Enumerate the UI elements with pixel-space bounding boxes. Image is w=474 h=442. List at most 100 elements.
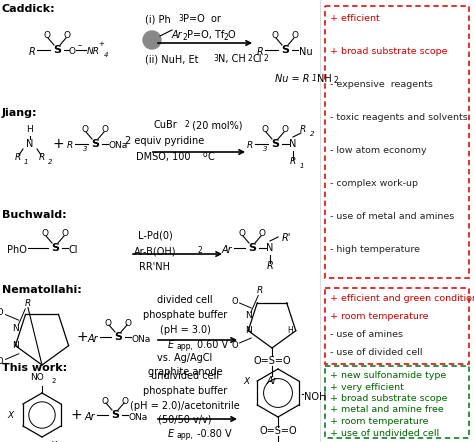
Text: O: O bbox=[44, 31, 51, 41]
Bar bbox=[325, 6, 469, 278]
Text: O: O bbox=[64, 31, 71, 41]
Text: R: R bbox=[67, 141, 73, 150]
Text: - use of metal and amines: - use of metal and amines bbox=[330, 212, 454, 221]
Text: N: N bbox=[12, 341, 19, 350]
Text: X: X bbox=[50, 441, 56, 442]
Text: - low atom economy: - low atom economy bbox=[330, 146, 427, 155]
Text: (50/50 v/v): (50/50 v/v) bbox=[158, 415, 212, 425]
Text: R': R' bbox=[282, 233, 292, 243]
Text: R: R bbox=[39, 153, 45, 163]
Text: E: E bbox=[168, 429, 174, 439]
Text: O: O bbox=[262, 126, 268, 134]
Text: O: O bbox=[272, 31, 279, 41]
Text: + room temperature: + room temperature bbox=[330, 312, 428, 321]
Text: O: O bbox=[0, 308, 3, 317]
Text: L-Pd(0): L-Pd(0) bbox=[137, 230, 173, 240]
Text: Ar-B(OH): Ar-B(OH) bbox=[134, 246, 176, 256]
Text: Ar: Ar bbox=[172, 30, 182, 40]
Text: S: S bbox=[53, 45, 61, 55]
Text: This work:: This work: bbox=[2, 363, 67, 373]
Text: O: O bbox=[292, 31, 299, 41]
Text: NOH: NOH bbox=[304, 392, 327, 402]
Text: app,: app, bbox=[177, 342, 194, 351]
Text: 4: 4 bbox=[104, 52, 109, 58]
Text: P=O  or: P=O or bbox=[183, 14, 221, 24]
Text: N, CH: N, CH bbox=[218, 54, 246, 64]
Text: NR: NR bbox=[87, 47, 100, 57]
Text: - complex work-up: - complex work-up bbox=[330, 179, 418, 188]
Text: O: O bbox=[62, 229, 69, 239]
Text: -0.80 V: -0.80 V bbox=[197, 429, 232, 439]
Text: Ar: Ar bbox=[221, 245, 232, 255]
Text: Ar: Ar bbox=[84, 412, 95, 422]
Text: 2: 2 bbox=[183, 33, 188, 42]
Text: +: + bbox=[76, 330, 88, 344]
Text: NO: NO bbox=[30, 373, 44, 381]
Text: N: N bbox=[12, 324, 19, 333]
Text: DMSO, 100: DMSO, 100 bbox=[136, 152, 194, 162]
Text: 2: 2 bbox=[334, 76, 339, 85]
Text: 1: 1 bbox=[24, 159, 28, 165]
Text: - high temperature: - high temperature bbox=[330, 245, 420, 254]
Text: O: O bbox=[121, 396, 128, 405]
Text: O: O bbox=[69, 47, 75, 57]
Text: O=S=O: O=S=O bbox=[259, 427, 297, 436]
Text: 1: 1 bbox=[312, 74, 317, 83]
Text: O: O bbox=[104, 319, 111, 328]
Text: X: X bbox=[244, 377, 250, 385]
Text: - expensive  reagents: - expensive reagents bbox=[330, 80, 433, 89]
Text: (pH = 2.0)/acetonitrile: (pH = 2.0)/acetonitrile bbox=[130, 401, 240, 411]
Text: 2: 2 bbox=[310, 131, 315, 137]
Text: N: N bbox=[266, 243, 273, 253]
Text: phosphate buffer: phosphate buffer bbox=[143, 310, 227, 320]
Text: S: S bbox=[114, 332, 122, 342]
Text: Caddick:: Caddick: bbox=[2, 4, 55, 14]
Text: 2: 2 bbox=[198, 246, 203, 255]
Text: Buchwald:: Buchwald: bbox=[2, 210, 67, 220]
Text: app,: app, bbox=[177, 431, 194, 440]
Text: Ar: Ar bbox=[267, 376, 277, 385]
Text: +: + bbox=[98, 41, 104, 47]
Text: phosphate buffer: phosphate buffer bbox=[143, 386, 227, 396]
Text: R: R bbox=[300, 126, 306, 134]
Text: + efficient: + efficient bbox=[330, 14, 380, 23]
Text: O: O bbox=[258, 229, 265, 239]
Text: R: R bbox=[247, 141, 253, 150]
Text: N: N bbox=[245, 326, 252, 335]
Text: + broad substrate scope: + broad substrate scope bbox=[330, 47, 447, 56]
Text: C: C bbox=[208, 152, 215, 162]
Text: (20 mol%): (20 mol%) bbox=[189, 120, 243, 130]
Text: 2: 2 bbox=[185, 120, 190, 129]
Text: 0.60 V: 0.60 V bbox=[197, 340, 228, 350]
Bar bbox=[325, 366, 469, 438]
Text: 3: 3 bbox=[263, 146, 267, 152]
Text: H: H bbox=[27, 126, 33, 134]
Text: R: R bbox=[15, 153, 21, 163]
Text: O: O bbox=[125, 319, 131, 328]
Text: S: S bbox=[91, 139, 99, 149]
Text: S: S bbox=[281, 45, 289, 55]
Text: Cl: Cl bbox=[253, 54, 263, 64]
Text: 2: 2 bbox=[248, 54, 253, 63]
Text: 3: 3 bbox=[213, 54, 218, 63]
Text: graphite anode: graphite anode bbox=[148, 367, 222, 377]
Text: P=O, Tf: P=O, Tf bbox=[187, 30, 224, 40]
Text: S: S bbox=[248, 243, 256, 253]
Text: E: E bbox=[168, 340, 174, 350]
Bar bbox=[325, 288, 469, 364]
Text: R: R bbox=[290, 157, 296, 167]
Text: RR'NH: RR'NH bbox=[139, 262, 171, 272]
Text: O: O bbox=[42, 229, 48, 239]
Text: Jiang:: Jiang: bbox=[2, 108, 37, 118]
Text: O: O bbox=[228, 30, 236, 40]
Text: + efficient and green conditions: + efficient and green conditions bbox=[330, 294, 474, 303]
Text: O: O bbox=[282, 126, 289, 134]
Text: (ii) NuH, Et: (ii) NuH, Et bbox=[145, 54, 199, 64]
Text: S: S bbox=[51, 243, 59, 253]
Text: Nu: Nu bbox=[299, 47, 313, 57]
Text: + very efficient: + very efficient bbox=[330, 382, 404, 392]
Text: H: H bbox=[287, 326, 293, 335]
Text: O: O bbox=[82, 126, 89, 134]
Text: 2: 2 bbox=[224, 33, 229, 42]
Text: O: O bbox=[231, 297, 238, 305]
